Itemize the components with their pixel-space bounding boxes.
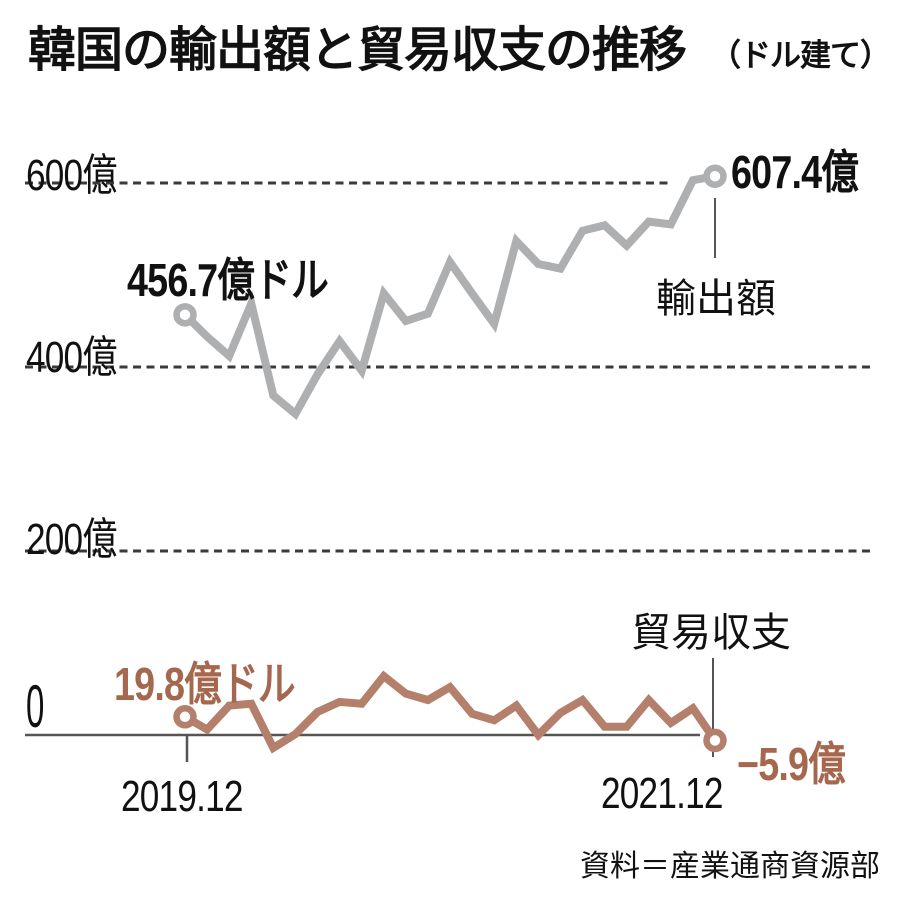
x-axis-label-end: 2021.12 — [601, 769, 723, 818]
export-series-label: 輸出額 — [656, 277, 776, 321]
chart-title-text: 韓国の輸出額と貿易収支の推移 — [28, 24, 687, 77]
chart-title: 韓国の輸出額と貿易収支の推移 （ドル建て） — [28, 10, 891, 80]
trade-start-value-label: 19.8億ドル — [114, 658, 296, 710]
export-end-value-label: 607.4億 — [731, 146, 859, 198]
trade-end-value-label: −5.9億 — [737, 738, 846, 790]
source-credit: 資料＝産業通商資源部 — [580, 850, 880, 883]
export-start-value-label: 456.7億ドル — [127, 254, 329, 306]
y-axis-label-600: 600億 — [26, 151, 118, 200]
y-axis-label-400: 400億 — [26, 333, 118, 382]
x-axis-label-start: 2019.12 — [121, 772, 243, 821]
y-axis-label-200: 200億 — [26, 515, 118, 564]
y-axis-label-zero: 0 — [26, 673, 45, 740]
chart-title-unit-note: （ドル建て） — [710, 38, 891, 73]
trade-series-label: 貿易収支 — [631, 611, 791, 655]
